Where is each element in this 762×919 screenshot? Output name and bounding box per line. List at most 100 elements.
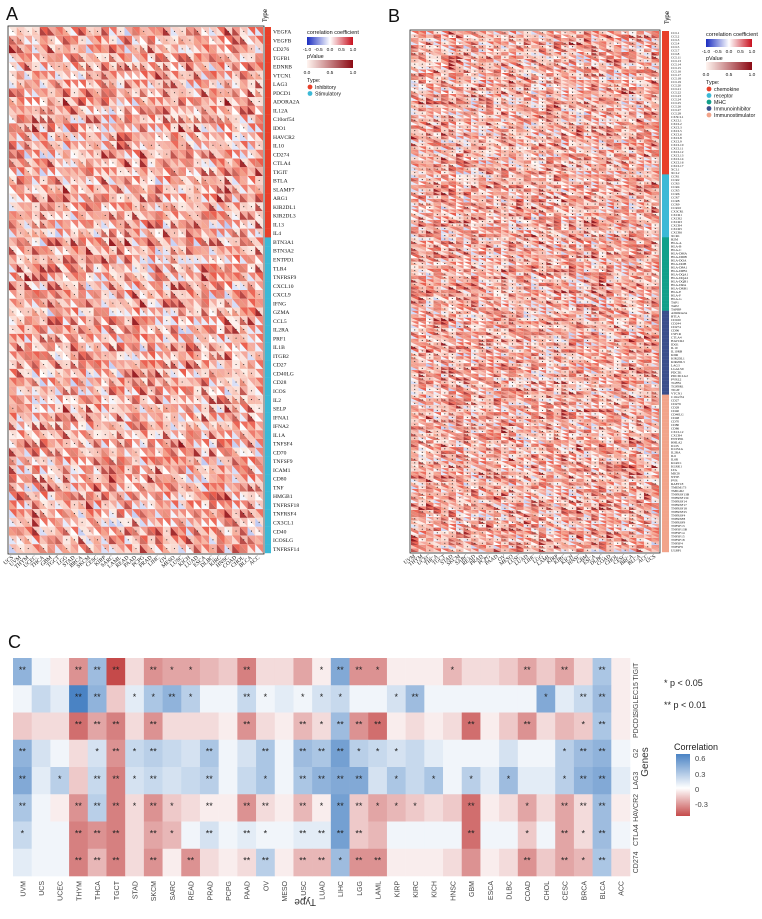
panel-a-corr-tri <box>16 140 25 150</box>
panel-a-sig-dot <box>143 188 145 190</box>
panel-a-p-tri <box>62 35 71 45</box>
panel-a-gene-label: TNFRSF4 <box>273 512 297 518</box>
panel-a-corr-tri <box>78 193 86 203</box>
panel-a-type-cell <box>265 421 271 431</box>
panel-a-sig-dot <box>220 328 222 331</box>
panel-a-corr-tri <box>178 114 187 124</box>
panel-a-sig-dot <box>73 153 75 155</box>
panel-a-sig-dot <box>35 188 37 190</box>
panel-a-sig-dot <box>197 486 199 488</box>
panel-a-corr-tri <box>201 44 210 54</box>
panel-a-corr-tri <box>116 167 125 177</box>
panel-a-corr-tri <box>124 123 133 133</box>
panel-a-sig-dot <box>104 214 106 217</box>
panel-a-sig-dot <box>27 276 29 278</box>
panel-a-p-tri <box>32 123 40 133</box>
panel-a-sig-dot <box>104 232 106 234</box>
panel-a-sig-dot <box>258 48 260 50</box>
panel-a-p-tri <box>109 62 117 71</box>
panel-a-sig-dot <box>143 407 145 409</box>
panel-a-corr-tri <box>124 193 133 203</box>
panel-a-sig-dot <box>250 504 253 506</box>
panel-a-sig-dot <box>181 495 183 497</box>
panel-a-corr-tri <box>47 123 56 133</box>
panel-a-sig-dot <box>258 206 260 208</box>
panel-a-p-tri <box>16 158 25 168</box>
panel-a-corr-tri <box>216 27 225 36</box>
panel-a-sig-dot <box>250 355 253 357</box>
panel-a-corr-tri <box>16 184 25 194</box>
panel-a-p-tri <box>247 53 256 63</box>
panel-a-p-tri <box>162 140 171 150</box>
panel-a-sig-dot <box>66 162 68 164</box>
panel-a-corr-tri <box>16 211 25 220</box>
panel-a-sig-dot <box>104 179 106 181</box>
panel-a-sig-dot <box>173 171 176 173</box>
panel-a-corr-tri <box>32 149 40 159</box>
panel-a-corr-tri <box>93 62 102 71</box>
panel-a-p-tri <box>186 44 194 54</box>
panel-a-p-tri <box>47 27 56 36</box>
panel-a-sig-dot <box>35 39 37 41</box>
panel-a-sig-dot <box>89 477 91 480</box>
panel-a-sig-dot <box>27 539 29 541</box>
panel-a-sig-dot <box>89 346 91 348</box>
panel-a-p-tri <box>85 105 94 115</box>
panel-a-type-cell <box>265 88 271 98</box>
panel-a-corr-tri <box>62 62 71 71</box>
panel-a-sig-dot <box>50 65 52 67</box>
panel-a-p-tri <box>232 167 240 177</box>
panel-a-sig-dot <box>127 92 129 94</box>
panel-a-p-tri <box>139 158 148 168</box>
panel-a-corr-tri <box>116 140 125 150</box>
panel-a-sig-dot <box>150 425 152 427</box>
panel-a-p-tri <box>78 193 86 203</box>
panel-a-sig-dot <box>43 363 45 366</box>
panel-a-p-tri <box>109 149 117 159</box>
panel-a-p-tri <box>85 44 94 54</box>
panel-a-sig-dot <box>73 136 75 138</box>
panel-a-corr-tri <box>224 70 233 80</box>
panel-a-p-tri <box>101 149 110 159</box>
panel-a-sig-dot <box>50 250 52 252</box>
panel-a-corr-tri <box>124 167 133 177</box>
panel-a-type-cell <box>265 325 271 335</box>
panel-a-sig-dot <box>19 311 22 313</box>
panel-a-sig-dot <box>112 136 114 138</box>
panel-a-sig-dot <box>35 109 37 111</box>
panel-a-p-tri <box>193 149 202 159</box>
panel-a-corr-tri <box>78 149 86 159</box>
panel-a-sig-dot <box>89 434 91 436</box>
panel-a-p-tri <box>24 114 33 124</box>
panel-a-p-tri <box>109 27 117 36</box>
panel-a-corr-tri <box>101 44 110 54</box>
panel-a-sig-dot <box>250 92 253 94</box>
panel-a-sig-dot <box>258 355 260 357</box>
panel-a-sig-dot <box>112 39 114 41</box>
panel-a-sig-dot <box>243 162 245 164</box>
panel-a-sig-dot <box>204 171 206 173</box>
panel-a-p-tri <box>255 123 263 133</box>
panel-a-sig-dot <box>243 30 245 32</box>
panel-a-p-tri <box>178 97 187 106</box>
panel-a-sig-dot <box>112 311 114 313</box>
panel-a-sig-dot <box>81 65 83 67</box>
panel-a-sig-dot <box>81 530 83 532</box>
panel-a-p-tri <box>186 114 194 124</box>
panel-a-sig-dot <box>81 311 83 313</box>
panel-a-sig-dot <box>258 504 260 506</box>
panel-a-sig-dot <box>50 390 52 392</box>
panel-a-sig-dot <box>250 241 253 243</box>
panel-a-gene-label: IL12A <box>273 108 288 114</box>
panel-a-sig-dot <box>212 469 214 471</box>
panel-a-sig-dot <box>250 390 253 392</box>
panel-a-p-tri <box>232 97 240 106</box>
panel-a-sig-dot <box>220 241 222 243</box>
panel-a-sig-dot <box>127 486 129 488</box>
panel-a-sig-dot <box>235 416 237 418</box>
panel-a-p-tri <box>186 27 194 36</box>
panel-a-gene-label: CD40 <box>273 529 287 535</box>
panel-a-sig-dot <box>19 302 22 304</box>
panel-a-sig-dot <box>158 136 160 138</box>
panel-a-sig-dot <box>43 285 45 287</box>
